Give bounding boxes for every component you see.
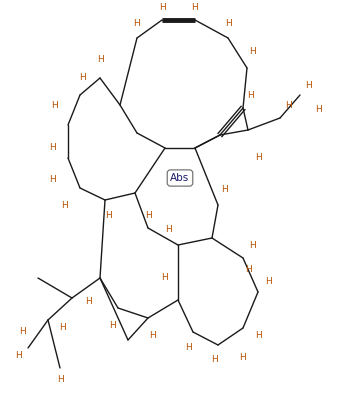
- Text: H: H: [84, 297, 91, 306]
- Text: H: H: [212, 355, 218, 365]
- Text: H: H: [57, 375, 64, 384]
- Text: H: H: [305, 80, 311, 90]
- Text: H: H: [162, 273, 168, 283]
- Text: H: H: [49, 176, 55, 185]
- Text: H: H: [255, 330, 261, 339]
- Text: H: H: [49, 144, 55, 152]
- Text: H: H: [245, 265, 251, 275]
- Text: H: H: [62, 201, 69, 209]
- Text: H: H: [285, 101, 291, 109]
- Text: H: H: [255, 154, 261, 162]
- Text: Abs: Abs: [170, 173, 190, 183]
- Text: H: H: [97, 55, 103, 64]
- Text: H: H: [185, 343, 191, 353]
- Text: H: H: [144, 211, 151, 220]
- Text: H: H: [264, 277, 271, 287]
- Text: H: H: [315, 105, 321, 115]
- Text: H: H: [109, 320, 115, 330]
- Text: H: H: [59, 324, 65, 332]
- Text: H: H: [133, 20, 140, 29]
- Text: H: H: [105, 211, 111, 220]
- Text: H: H: [248, 47, 255, 57]
- Text: H: H: [15, 351, 21, 359]
- Text: H: H: [149, 330, 155, 339]
- Text: H: H: [192, 4, 198, 12]
- Text: H: H: [239, 353, 245, 363]
- Text: H: H: [222, 185, 228, 195]
- Text: H: H: [51, 101, 58, 109]
- Text: H: H: [225, 20, 231, 29]
- Text: H: H: [18, 328, 25, 336]
- Text: H: H: [165, 226, 171, 234]
- Text: H: H: [78, 74, 85, 82]
- Text: H: H: [248, 240, 255, 250]
- Text: H: H: [247, 90, 253, 100]
- Text: H: H: [160, 4, 166, 12]
